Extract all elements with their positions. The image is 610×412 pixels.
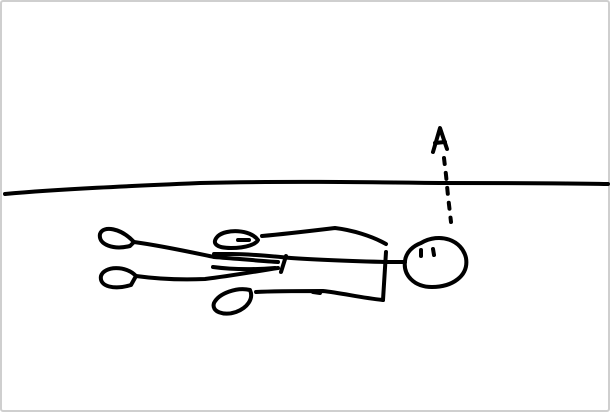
figure-upper-arm: [260, 226, 388, 246]
figure-lower-arm-mark: [311, 290, 322, 295]
figure-head: [402, 236, 469, 289]
figure-lower-leg: [134, 266, 280, 282]
figure-torso: [212, 252, 387, 264]
figure-upper-leg: [132, 240, 280, 264]
marker-dashed-line: [442, 156, 453, 224]
figure-lower-hand: [211, 287, 254, 316]
figure-lower-foot: [98, 266, 138, 290]
figure-shoulders: [381, 250, 388, 302]
figure-upper-hand: [212, 229, 260, 250]
surface-line: [3, 179, 610, 196]
eye-right: [431, 247, 436, 257]
figure-lower-arm: [254, 289, 385, 302]
figure-upper-foot: [97, 226, 136, 250]
figure-hip-mark: [279, 254, 288, 274]
marker-label-a: A: [431, 126, 449, 154]
